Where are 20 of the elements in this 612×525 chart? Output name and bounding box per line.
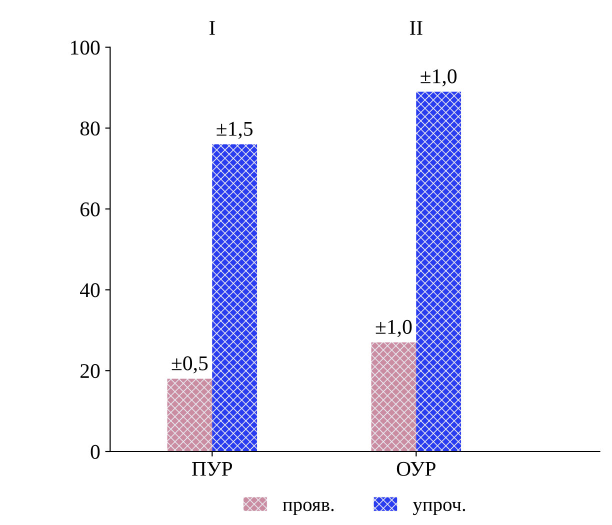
y-tick-label: 60 bbox=[80, 202, 100, 216]
y-tick-label: 0 bbox=[90, 444, 100, 459]
bar bbox=[167, 378, 212, 452]
text: II bbox=[410, 21, 422, 35]
x-tick-label: ПУР bbox=[192, 462, 232, 476]
annotation: ±0,5 bbox=[172, 356, 208, 374]
y-tick-label: 100 bbox=[71, 40, 100, 55]
bar bbox=[416, 92, 462, 452]
annotation: ±1,0 bbox=[420, 69, 457, 86]
legend-label: упроч. bbox=[412, 502, 466, 516]
text: I bbox=[209, 21, 215, 35]
legend-label: прояв. bbox=[282, 502, 334, 516]
bar bbox=[371, 342, 416, 452]
y-tick-label: 40 bbox=[80, 283, 100, 298]
y-tick-label: 20 bbox=[80, 364, 100, 378]
y-tick-label: 80 bbox=[80, 121, 100, 136]
bar bbox=[212, 144, 258, 452]
x-tick-label: ОУР bbox=[396, 462, 436, 476]
annotation: ±1,5 bbox=[216, 122, 253, 139]
annotation: ±1,0 bbox=[376, 320, 412, 337]
